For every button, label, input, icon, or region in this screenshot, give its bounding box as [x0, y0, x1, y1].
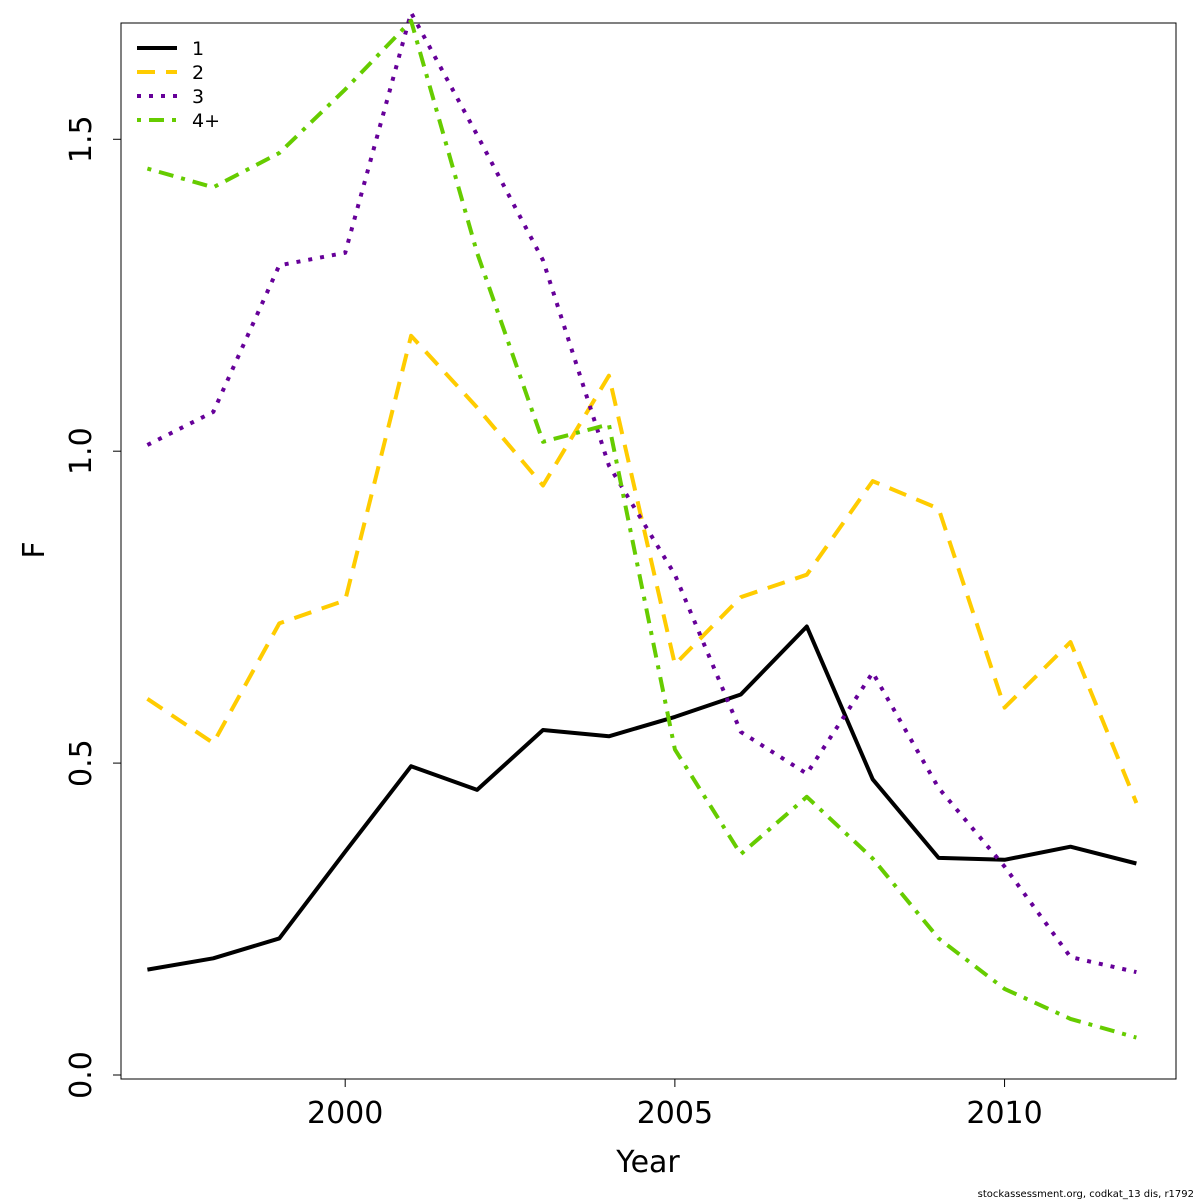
plot-border: [120, 22, 1177, 1080]
x-tick-label: 2000: [307, 1096, 383, 1131]
y-tick-label: 1.5: [64, 115, 99, 163]
y-tick-label: 0.0: [64, 1051, 99, 1099]
series-layer: [146, 10, 1139, 1040]
x-tick-label: 2005: [637, 1096, 713, 1131]
x-axis: 2000 2005 2010: [307, 1079, 1043, 1131]
legend-label-1: 1: [192, 38, 204, 60]
x-tick-label: 2010: [966, 1096, 1042, 1131]
legend-label-3: 3: [192, 86, 204, 108]
y-axis: 0.0 0.5 1.0 1.5: [64, 115, 121, 1099]
legend-label-4: 4+: [192, 110, 220, 132]
series-line-1: [147, 624, 1137, 972]
plot-area: [120, 22, 1177, 1080]
y-tick-label: 0.5: [64, 739, 99, 787]
legend-label-2: 2: [192, 62, 204, 84]
series-line-2: [146, 333, 1139, 804]
y-tick-label: 1.0: [64, 427, 99, 475]
x-axis-title: Year: [615, 1145, 680, 1180]
y-axis-title: F: [17, 541, 52, 558]
footer-note: stockassessment.org, codkat_13 dis, r179…: [978, 1189, 1194, 1200]
series-line-4: [146, 18, 1137, 1040]
